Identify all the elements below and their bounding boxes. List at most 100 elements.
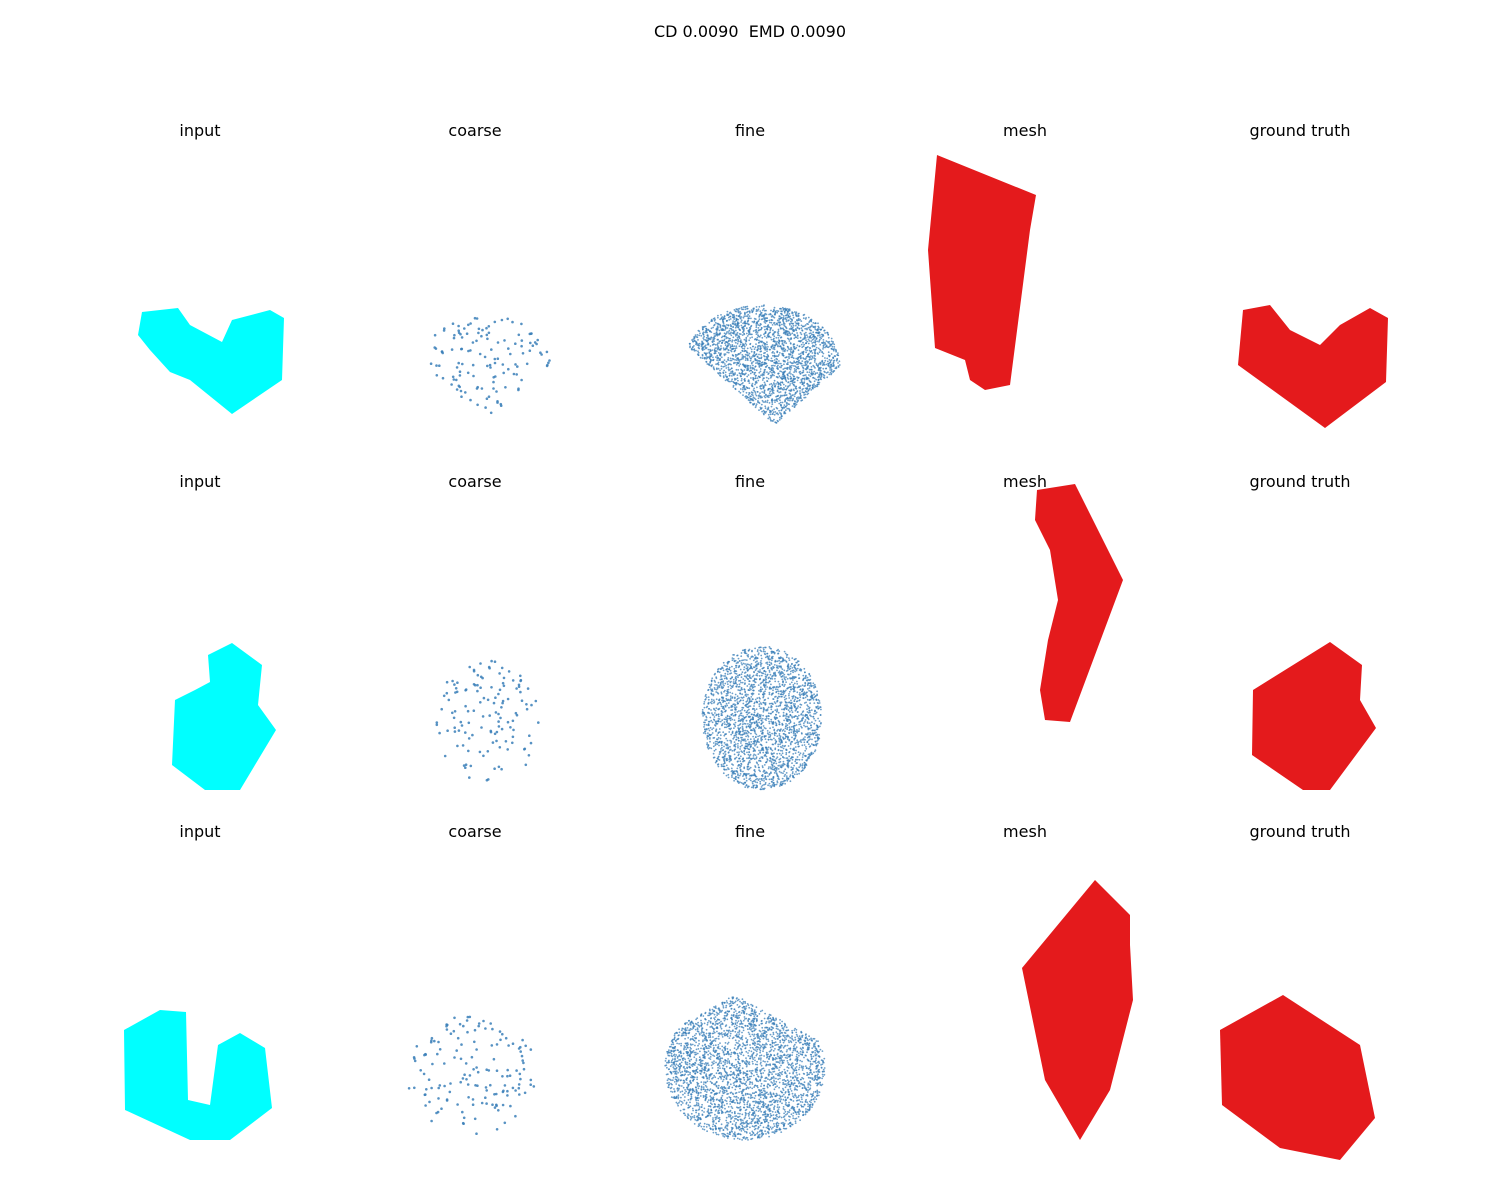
point <box>789 683 791 686</box>
point <box>796 358 799 361</box>
point <box>545 350 549 354</box>
point <box>808 687 811 689</box>
point <box>757 684 760 686</box>
point <box>776 343 778 346</box>
point <box>789 320 792 323</box>
point <box>716 722 719 725</box>
point <box>813 351 816 353</box>
point <box>806 676 809 679</box>
point <box>456 681 459 684</box>
point <box>735 736 738 738</box>
point <box>730 349 732 352</box>
point <box>743 672 746 674</box>
point <box>749 700 751 703</box>
point <box>787 667 789 670</box>
point <box>773 418 775 421</box>
point <box>827 336 830 339</box>
point <box>739 391 742 394</box>
point <box>760 657 763 660</box>
point <box>458 374 462 377</box>
point <box>741 728 744 731</box>
point <box>442 329 446 332</box>
point <box>759 788 762 790</box>
point <box>746 757 748 760</box>
point <box>764 368 766 371</box>
point <box>802 369 805 372</box>
point <box>789 342 792 345</box>
point <box>754 744 756 747</box>
point <box>762 315 765 317</box>
point <box>737 359 740 362</box>
point <box>787 366 789 369</box>
point <box>790 380 792 383</box>
point <box>746 666 749 669</box>
point <box>741 370 744 372</box>
point <box>750 786 753 789</box>
point <box>778 339 780 341</box>
point <box>749 343 751 346</box>
point <box>815 699 818 702</box>
point <box>777 719 780 722</box>
point <box>769 394 771 397</box>
point <box>777 671 780 674</box>
point <box>764 673 767 676</box>
point <box>802 341 804 344</box>
point <box>734 748 737 751</box>
point <box>725 737 728 740</box>
point <box>697 350 699 353</box>
point <box>756 359 758 361</box>
point <box>710 747 713 750</box>
point <box>795 771 797 773</box>
point <box>769 348 772 351</box>
point <box>758 339 760 342</box>
point <box>780 370 783 373</box>
point <box>788 732 791 734</box>
point <box>727 339 730 342</box>
point <box>727 688 730 691</box>
point <box>750 384 753 387</box>
point <box>772 329 774 332</box>
point <box>738 333 741 335</box>
point <box>827 341 830 344</box>
point <box>440 707 444 711</box>
point <box>782 316 785 319</box>
point <box>785 320 788 323</box>
point <box>741 671 744 674</box>
point <box>765 346 767 348</box>
point <box>496 357 500 361</box>
point <box>773 737 775 740</box>
point <box>466 371 470 375</box>
point <box>784 325 787 328</box>
point <box>747 655 750 658</box>
point <box>722 347 725 350</box>
point <box>775 770 777 773</box>
point <box>810 320 813 323</box>
point <box>754 393 757 395</box>
point <box>812 715 815 718</box>
point <box>735 733 738 736</box>
point <box>777 310 780 313</box>
point <box>772 354 774 357</box>
point <box>806 704 809 707</box>
point <box>791 311 793 313</box>
point <box>757 753 760 755</box>
point <box>798 353 800 355</box>
point <box>789 350 792 352</box>
point <box>804 720 806 723</box>
point <box>806 382 809 385</box>
point <box>457 331 461 335</box>
point <box>776 730 778 732</box>
point <box>814 349 816 352</box>
point <box>772 762 775 765</box>
point <box>788 693 790 695</box>
point <box>756 361 759 363</box>
point <box>709 361 712 363</box>
point <box>514 342 517 346</box>
point <box>724 768 726 771</box>
point <box>730 733 733 736</box>
point <box>783 388 786 391</box>
point <box>789 775 791 778</box>
point <box>763 354 765 357</box>
point <box>800 357 802 359</box>
point <box>791 356 794 359</box>
